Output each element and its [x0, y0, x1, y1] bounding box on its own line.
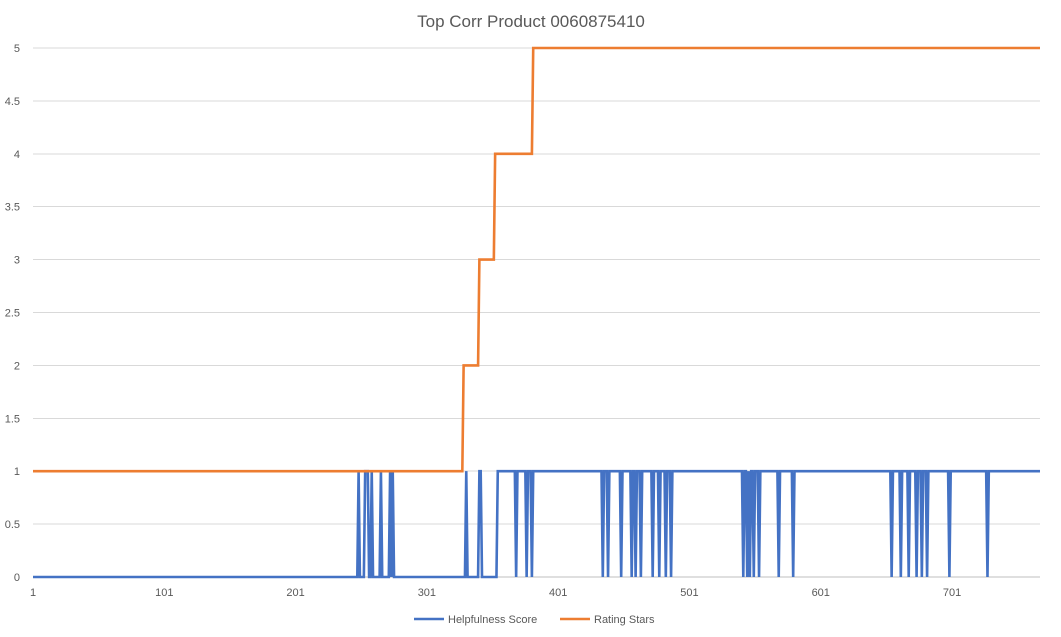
x-tick-label: 301	[418, 587, 436, 599]
y-tick-label: 0.5	[5, 519, 20, 531]
y-tick-label: 3	[14, 255, 20, 267]
x-tick-label: 601	[812, 587, 830, 599]
x-axis-ticks: 1 101 201 301 401 501 601 701	[30, 587, 961, 599]
legend-item: Rating Stars	[560, 614, 655, 626]
legend: Helpfulness Score Rating Stars	[414, 614, 655, 626]
y-tick-label: 4	[14, 149, 20, 161]
y-tick-label: 2	[14, 360, 20, 372]
y-tick-label: 5	[14, 43, 20, 55]
y-tick-label: 1.5	[5, 413, 20, 425]
y-tick-label: 3.5	[5, 202, 20, 214]
series-lines	[33, 46, 1040, 579]
x-tick-label: 101	[155, 587, 173, 599]
x-tick-label: 401	[549, 587, 567, 599]
y-axis-ticks: 0 0.5 1 1.5 2 2.5 3 3.5 4 4.5 5	[5, 43, 20, 584]
legend-item: Helpfulness Score	[414, 614, 537, 626]
x-tick-label: 201	[286, 587, 304, 599]
y-tick-label: 2.5	[5, 308, 20, 320]
gridlines	[33, 47, 1040, 578]
chart-title: Top Corr Product 0060875410	[417, 12, 645, 31]
series-line-helpfulness-score	[33, 469, 1040, 579]
y-tick-label: 1	[14, 466, 20, 478]
x-tick-label: 701	[943, 587, 961, 599]
legend-label: Helpfulness Score	[448, 614, 537, 626]
x-tick-label: 1	[30, 587, 36, 599]
legend-label: Rating Stars	[594, 614, 655, 626]
y-tick-label: 4.5	[5, 96, 20, 108]
series-line-rating-stars	[33, 46, 1040, 473]
y-tick-label: 0	[14, 572, 20, 584]
x-tick-label: 501	[680, 587, 698, 599]
